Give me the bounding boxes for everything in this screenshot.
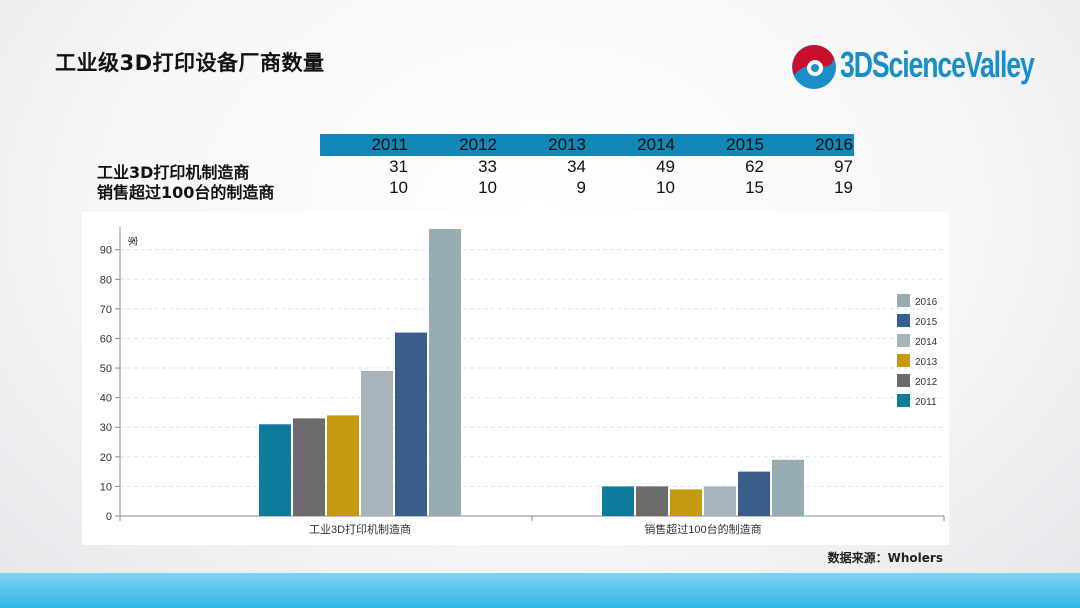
- table-year-header: 2014: [637, 135, 675, 154]
- table-cell: 9: [576, 178, 586, 197]
- table-year-header: 2016: [815, 135, 853, 154]
- table-year-header: 2012: [459, 135, 497, 154]
- table-header-bar: [320, 134, 854, 156]
- y-tick-label: 30: [100, 422, 112, 434]
- y-tick-label: 40: [100, 393, 112, 405]
- table-cell: 49: [656, 157, 675, 176]
- y-tick-label: 60: [100, 333, 112, 345]
- bar-2011: [602, 486, 634, 516]
- legend-swatch: [897, 354, 910, 367]
- logo: 3DScienceValley: [788, 38, 1035, 96]
- table-cell: 10: [389, 178, 408, 197]
- bar-2014: [361, 371, 393, 516]
- table-row-label: 工业3D打印机制造商: [97, 163, 250, 182]
- table-year-header: 2011: [371, 135, 408, 154]
- legend-swatch: [897, 294, 910, 307]
- legend-label: 2016: [915, 297, 938, 308]
- logo-text: 3DScienceValley: [840, 44, 1035, 85]
- bar-2016: [772, 459, 804, 516]
- table-cell: 33: [478, 157, 497, 176]
- x-tick-label: 销售超过100台的制造商: [644, 522, 761, 536]
- table-cell: 97: [834, 157, 853, 176]
- table-cell: 31: [389, 157, 408, 176]
- y-tick-label: 20: [100, 452, 112, 464]
- table-row-label: 销售超过100台的制造商: [97, 183, 275, 202]
- bar-2013: [327, 415, 359, 516]
- bar-2013: [670, 489, 702, 516]
- bar-2015: [395, 332, 427, 516]
- table-cell: 10: [478, 178, 497, 197]
- y-axis-label: 家: [126, 236, 139, 246]
- bar-2014: [704, 486, 736, 516]
- y-tick-label: 0: [106, 511, 112, 523]
- legend-swatch: [897, 314, 910, 327]
- table-cell: 62: [745, 157, 764, 176]
- table-cell: 10: [656, 178, 675, 197]
- legend-label: 2014: [915, 337, 938, 348]
- y-tick-label: 80: [100, 274, 112, 286]
- table-year-header: 2015: [726, 135, 764, 154]
- table-year-header: 2013: [548, 135, 586, 154]
- legend-swatch: [897, 394, 910, 407]
- y-tick-label: 70: [100, 304, 112, 316]
- bottom-bar: [0, 573, 1080, 608]
- table-cell: 34: [567, 157, 586, 176]
- legend-swatch: [897, 334, 910, 347]
- x-tick-label: 工业3D打印机制造商: [309, 522, 411, 536]
- y-tick-label: 10: [100, 481, 112, 493]
- legend-label: 2012: [915, 377, 938, 388]
- y-tick-label: 50: [100, 363, 112, 375]
- slide-title: 工业级3D打印设备厂商数量: [55, 51, 325, 75]
- logo-swirl-icon: [792, 45, 836, 89]
- y-tick-label: 90: [100, 245, 112, 257]
- bar-2011: [259, 424, 291, 516]
- legend-label: 2013: [915, 357, 938, 368]
- data-source: 数据来源：Wholers: [827, 551, 943, 565]
- table-cell: 19: [834, 178, 853, 197]
- legend-label: 2011: [915, 397, 937, 408]
- bar-2016: [429, 229, 461, 516]
- chart-panel: 0 10 20 30 40 50 60 70 80 90 家工业3D打印机制造商 销售超过100台的制…: [82, 212, 949, 545]
- table-cell: 15: [745, 178, 764, 197]
- bar-2015: [738, 471, 770, 516]
- legend-label: 2015: [915, 317, 938, 328]
- bar-2012: [293, 418, 325, 516]
- bar-2012: [636, 486, 668, 516]
- legend-swatch: [897, 374, 910, 387]
